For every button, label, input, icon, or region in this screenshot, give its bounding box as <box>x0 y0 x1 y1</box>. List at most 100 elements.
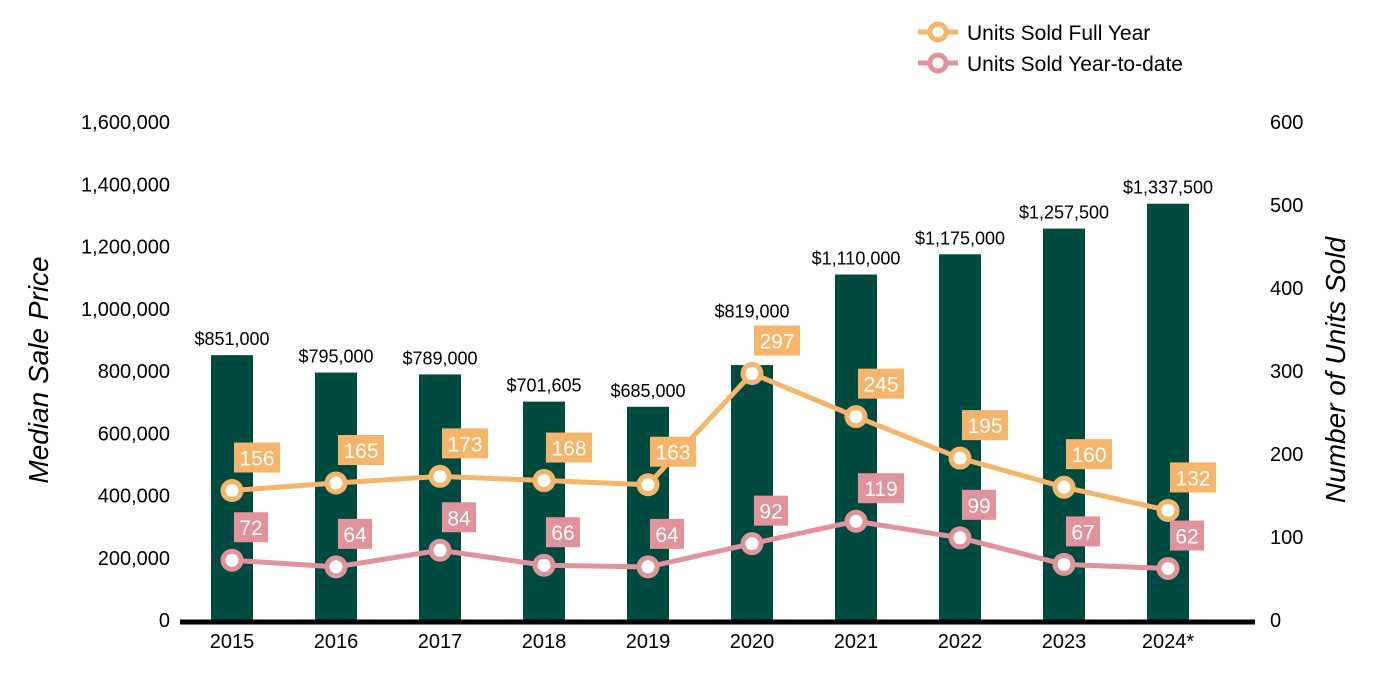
series-point <box>220 479 244 503</box>
data-label: 92 <box>759 501 782 524</box>
y-tick-label: 1,000,000 <box>81 299 170 321</box>
bar-value-label: $685,000 <box>610 381 685 401</box>
x-tick-label: 2015 <box>210 631 255 653</box>
data-label-box <box>754 325 800 356</box>
series-point <box>324 471 348 495</box>
x-tick-label: 2021 <box>834 631 879 653</box>
series-point <box>532 553 556 577</box>
x-tick-label: 2019 <box>626 631 671 653</box>
data-label-box <box>546 517 580 548</box>
data-label-box <box>234 512 268 543</box>
data-label: 72 <box>239 517 262 540</box>
y2-tick-label: 400 <box>1270 278 1303 300</box>
data-label-box <box>442 502 476 533</box>
data-label: 64 <box>343 524 367 547</box>
y2-tick-label: 100 <box>1270 527 1303 549</box>
series-point <box>1156 557 1180 581</box>
y2-tick-label: 500 <box>1270 195 1303 217</box>
x-tick-label: 2018 <box>522 631 567 653</box>
data-label: 297 <box>759 330 794 353</box>
x-tick-label: 2017 <box>418 631 463 653</box>
series-point <box>532 469 556 493</box>
data-label-box <box>234 442 280 473</box>
y-tick-label: 400,000 <box>98 486 170 508</box>
data-label: 165 <box>343 440 378 463</box>
series-point <box>948 446 972 470</box>
y-tick-label: 800,000 <box>98 361 170 383</box>
bar-value-label: $1,337,500 <box>1123 178 1213 198</box>
data-label-box <box>754 495 788 526</box>
legend-label: Units Sold Full Year <box>967 22 1150 45</box>
data-label: 245 <box>863 374 898 397</box>
data-label: 99 <box>967 495 990 518</box>
data-label-box <box>1066 439 1112 470</box>
bar-value-label: $795,000 <box>298 347 373 367</box>
series-point <box>220 548 244 572</box>
y2-tick-label: 0 <box>1270 610 1281 632</box>
series-line <box>231 370 1169 513</box>
series-point <box>636 473 660 497</box>
y-tick-label: 0 <box>159 610 170 632</box>
data-label-box <box>338 518 372 549</box>
bar-value-label: $851,000 <box>194 329 269 349</box>
data-label: 66 <box>551 522 574 545</box>
bar <box>1147 203 1189 620</box>
bar-value-label: $1,257,500 <box>1019 203 1109 223</box>
bar-value-label: $789,000 <box>402 348 477 368</box>
data-label: 156 <box>239 448 274 471</box>
data-label-box <box>650 436 696 467</box>
y-tick-label: 600,000 <box>98 423 170 445</box>
data-label-box <box>442 428 488 459</box>
data-label-box <box>1170 462 1216 493</box>
data-label: 163 <box>655 442 690 465</box>
x-tick-label: 2023 <box>1042 631 1087 653</box>
data-label-box <box>1170 520 1204 551</box>
data-label: 64 <box>655 524 679 547</box>
y2-tick-label: 600 <box>1270 112 1303 134</box>
y-tick-label: 200,000 <box>98 548 170 570</box>
x-tick-label: 2024* <box>1142 631 1194 653</box>
series-point <box>428 464 452 488</box>
series-point <box>740 532 764 556</box>
data-label: 132 <box>1175 467 1210 490</box>
x-tick-label: 2022 <box>938 631 983 653</box>
data-label: 62 <box>1175 526 1198 549</box>
data-label-box <box>962 489 996 520</box>
data-label: 195 <box>967 415 1002 438</box>
bar-value-label: $1,175,000 <box>915 228 1005 248</box>
series-point <box>948 526 972 550</box>
data-label: 168 <box>551 438 586 461</box>
bar <box>731 365 773 620</box>
y-tick-label: 1,400,000 <box>81 174 170 196</box>
data-label-box <box>962 410 1008 441</box>
data-label: 67 <box>1071 521 1094 544</box>
bar-value-label: $1,110,000 <box>812 249 901 269</box>
series-point <box>636 555 660 579</box>
data-label-box <box>338 435 384 466</box>
data-label-box <box>650 518 684 549</box>
bar <box>835 274 877 620</box>
legend-marker <box>927 52 949 74</box>
series-point <box>1156 498 1180 522</box>
data-label: 173 <box>447 433 482 456</box>
legend-marker <box>927 21 949 43</box>
series-point <box>844 405 868 429</box>
y-tick-label: 1,600,000 <box>81 112 170 134</box>
data-label: 119 <box>864 478 897 501</box>
series-point <box>1052 475 1076 499</box>
data-label: 84 <box>447 507 471 530</box>
y2-tick-label: 300 <box>1270 361 1303 383</box>
y2-tick-label: 200 <box>1270 444 1303 466</box>
x-tick-label: 2020 <box>730 631 775 653</box>
data-label-box <box>546 432 592 463</box>
series-point <box>324 555 348 579</box>
series-point <box>844 509 868 533</box>
y2-axis-label: Number of Units Sold <box>1320 236 1351 504</box>
data-label: 160 <box>1071 444 1106 467</box>
bar <box>419 374 461 620</box>
data-label-box <box>858 473 904 504</box>
series-line <box>231 518 1169 572</box>
bar <box>315 372 357 620</box>
